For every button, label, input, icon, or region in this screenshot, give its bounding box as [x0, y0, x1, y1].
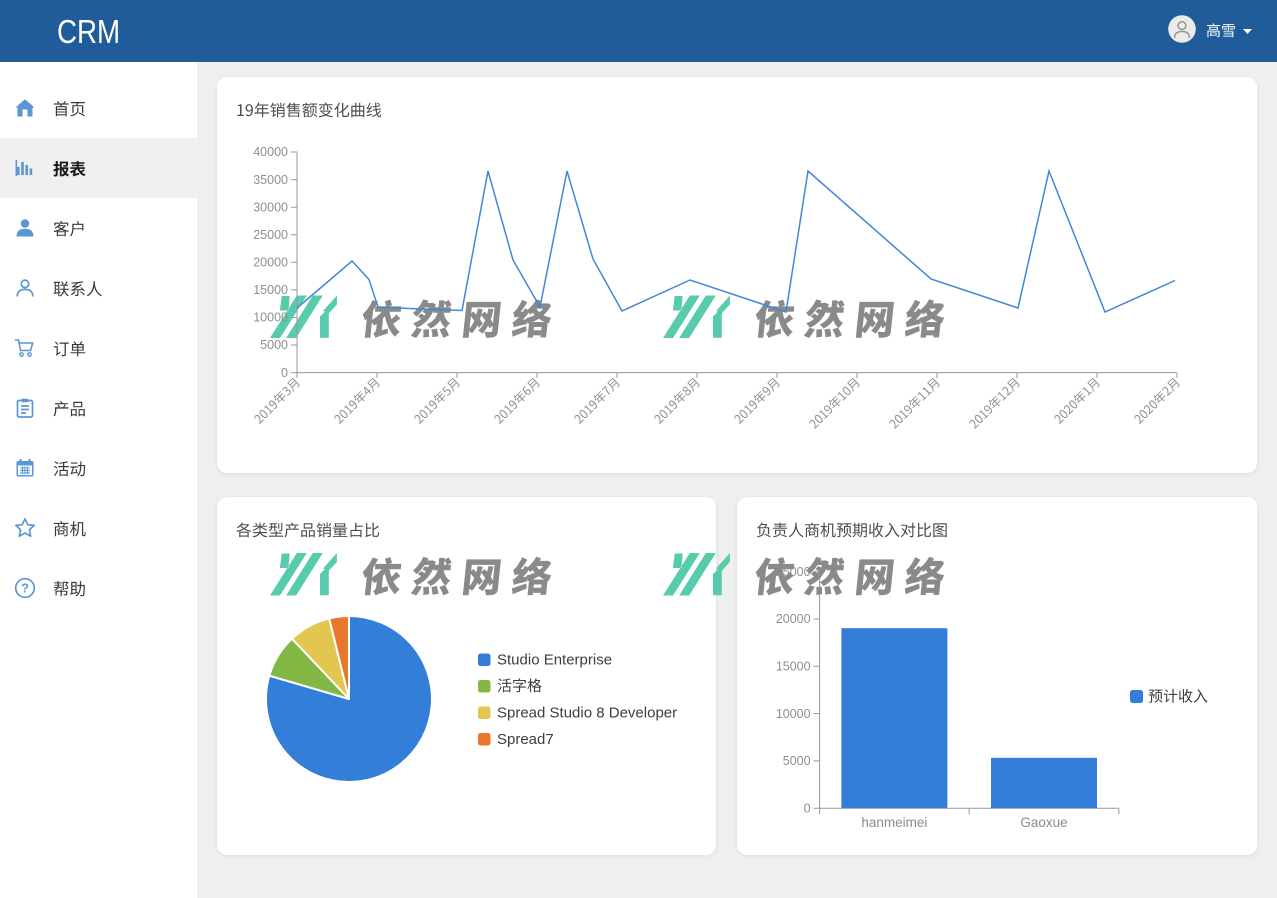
svg-text:20000: 20000 — [253, 256, 288, 270]
svg-text:Studio Enterprise: Studio Enterprise — [497, 652, 612, 669]
svg-text:15000: 15000 — [253, 283, 288, 297]
svg-text:Gaoxue: Gaoxue — [1020, 815, 1067, 830]
svg-text:40000: 40000 — [253, 145, 288, 159]
svg-text:5000: 5000 — [783, 754, 811, 768]
svg-text:hanmeimei: hanmeimei — [861, 815, 927, 830]
svg-text:Spread7: Spread7 — [497, 731, 554, 748]
svg-text:10000: 10000 — [776, 707, 811, 721]
svg-text:Spread Studio 8 Developer: Spread Studio 8 Developer — [497, 705, 677, 722]
svg-text:20000: 20000 — [776, 612, 811, 626]
svg-text:?: ? — [21, 581, 29, 596]
svg-text:35000: 35000 — [253, 173, 288, 187]
svg-text:25000: 25000 — [253, 228, 288, 242]
svg-text:30000: 30000 — [253, 200, 288, 214]
svg-text:10000: 10000 — [253, 311, 288, 325]
svg-text:0: 0 — [804, 801, 811, 815]
svg-text:15000: 15000 — [776, 660, 811, 674]
svg-text:0: 0 — [281, 366, 288, 380]
svg-text:5000: 5000 — [260, 338, 288, 352]
svg-text:25000: 25000 — [776, 565, 811, 579]
